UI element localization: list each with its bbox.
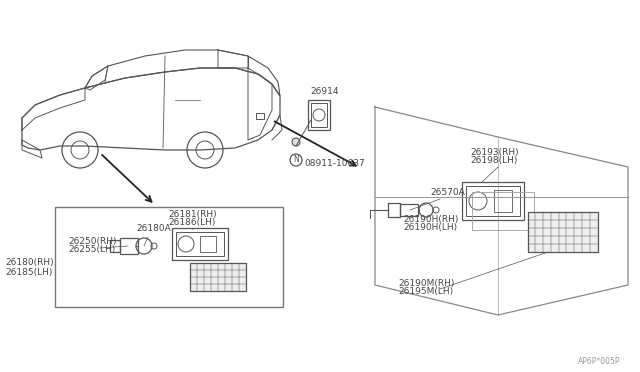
Text: 26190H(LH): 26190H(LH) — [403, 223, 457, 232]
Bar — [494, 190, 512, 212]
Text: AP6P*005P: AP6P*005P — [578, 357, 621, 366]
Bar — [462, 182, 524, 220]
Text: 08911-10637: 08911-10637 — [304, 158, 365, 167]
Text: 26190H(RH): 26190H(RH) — [403, 215, 458, 224]
Text: 26180(RH): 26180(RH) — [5, 258, 54, 267]
Bar — [55, 207, 283, 307]
Text: 26190M(RH): 26190M(RH) — [398, 279, 454, 288]
Text: N: N — [293, 154, 299, 164]
Bar — [200, 236, 216, 252]
Bar — [110, 240, 120, 252]
Text: 26255(LH): 26255(LH) — [68, 245, 115, 254]
Text: 26250(RH): 26250(RH) — [68, 237, 116, 246]
Text: 26193(RH): 26193(RH) — [470, 148, 518, 157]
Text: 26195M(LH): 26195M(LH) — [398, 287, 453, 296]
Text: 26180A: 26180A — [136, 224, 171, 233]
Bar — [308, 100, 330, 130]
Bar — [466, 186, 520, 216]
Bar — [176, 232, 224, 256]
Text: 26914: 26914 — [310, 87, 339, 96]
Text: 26570A: 26570A — [430, 188, 465, 197]
Text: 26185(LH): 26185(LH) — [5, 268, 52, 277]
Bar — [472, 192, 534, 230]
Bar — [172, 228, 228, 260]
Bar — [400, 204, 418, 216]
Bar — [256, 113, 264, 119]
Text: 26186(LH): 26186(LH) — [168, 218, 216, 227]
Text: 26198(LH): 26198(LH) — [470, 156, 517, 165]
Circle shape — [292, 138, 300, 146]
Bar — [120, 238, 138, 254]
Bar — [311, 103, 327, 127]
Bar — [388, 203, 400, 217]
Bar — [190, 263, 246, 291]
Text: 26181(RH): 26181(RH) — [168, 210, 216, 219]
Bar — [528, 212, 598, 252]
